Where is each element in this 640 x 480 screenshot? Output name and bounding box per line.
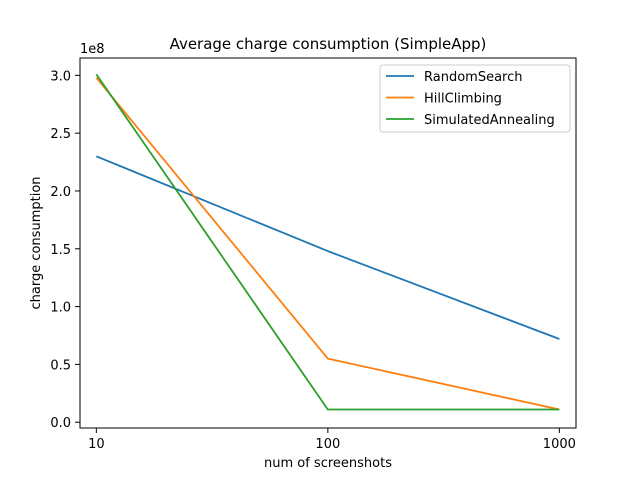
y-axis-label: charge consumption [29, 176, 44, 309]
y-tick-label: 2.0 [50, 185, 71, 200]
y-tick-label: 1.0 [50, 301, 71, 316]
y-tick-label: 2.5 [50, 127, 71, 142]
x-tick-label: 1000 [543, 437, 576, 452]
legend: RandomSearch HillClimbing SimulatedAnneali… [379, 64, 571, 133]
chart-title: Average charge consumption (SimpleApp) [170, 35, 487, 53]
legend-label: RandomSearch [424, 70, 522, 85]
series-line-simulatedannealing [95, 73, 560, 411]
legend-label: SimulatedAnnealing [424, 113, 555, 128]
series-group [95, 73, 560, 411]
x-axis-label: num of screenshots [264, 456, 392, 471]
tick-group: 10 100 1000 0.0 0.5 1.0 1.5 2.0 2.5 3.0 [50, 69, 576, 452]
y-tick-label: 0.0 [50, 416, 71, 431]
legend-label: HillClimbing [424, 92, 502, 107]
x-tick-label: 100 [315, 437, 340, 452]
y-tick-label: 3.0 [50, 69, 71, 84]
x-tick-label: 10 [88, 437, 105, 452]
legend-box [379, 64, 571, 133]
series-line-randomsearch [95, 155, 560, 340]
y-offset-label: 1e8 [80, 42, 105, 57]
y-tick-label: 1.5 [50, 243, 71, 258]
series-line-hillclimbing [95, 77, 560, 411]
plot-frame [79, 57, 577, 429]
y-tick-label: 0.5 [50, 358, 71, 373]
